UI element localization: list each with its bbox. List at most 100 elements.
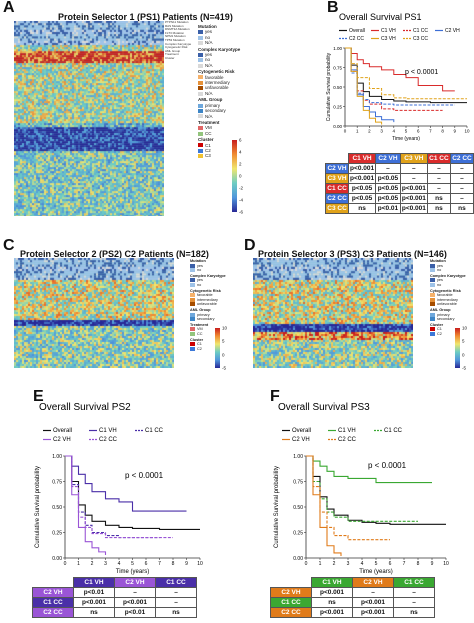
color-scale-bar: [232, 140, 237, 212]
legend-label: C1 VH: [381, 28, 396, 34]
x-tick-label: 7: [429, 129, 432, 134]
legend-item: CC: [190, 331, 230, 337]
legend-label: yes: [437, 263, 443, 268]
legend-swatch: [198, 52, 203, 57]
x-tick-label: 3: [380, 129, 383, 134]
color-scale-tick: -2: [239, 185, 244, 191]
x-tick-label: 1: [319, 561, 322, 567]
table-cell: p<0.01: [375, 203, 401, 214]
legend-label: C1 VH: [338, 428, 356, 434]
table-corner: [325, 153, 349, 164]
table-row: C2 VH p<0.001– – – –: [324, 163, 474, 174]
legend-swatch: [198, 126, 203, 131]
table-row: C1 CC p<0.05 p<0.05 p<0.001– –: [324, 183, 474, 194]
legend-item: primary: [190, 312, 230, 318]
table-cell: ns: [311, 597, 353, 608]
legend-header: Mutation: [198, 24, 217, 29]
legend-label: favorable: [205, 74, 224, 80]
y-tick-label: 0.50: [333, 85, 342, 90]
x-tick-label: 7: [403, 561, 406, 567]
legend-item: CC: [198, 131, 244, 136]
x-tick-label: 1: [356, 129, 359, 134]
legend-item: VM: [198, 125, 244, 130]
legend-swatch: [198, 30, 203, 35]
table-cell: –: [155, 587, 197, 598]
table-column-header: C1 CC: [393, 577, 435, 588]
x-tick-label: 5: [405, 129, 408, 134]
table-row-header: C2 CC: [32, 607, 74, 618]
y-tick-label: 0.50: [52, 505, 62, 511]
table-cell: p<0.01: [114, 607, 156, 618]
x-tick-label: 8: [172, 561, 175, 567]
table-cell: –: [114, 587, 156, 598]
annotation-row-label: NPM1 Mutation: [165, 34, 186, 39]
table-row-header: C1 CC: [270, 597, 312, 608]
legend-label: C3 CC: [413, 36, 428, 42]
legend-item: unfavorable: [190, 302, 230, 307]
legend-label: C2 CC: [338, 437, 357, 443]
annotation-row-label: FLT3 Mutation: [165, 30, 185, 35]
legend-item: N/A: [198, 91, 244, 96]
x-tick-label: 5: [375, 561, 378, 567]
x-tick-label: 3: [104, 561, 107, 567]
legend-label: yes: [205, 29, 213, 35]
table-cell: –: [375, 163, 401, 174]
legend-item: secondary: [190, 317, 230, 322]
legend-label: primary: [437, 312, 450, 317]
color-scale-tick: -5: [462, 365, 467, 371]
legend-label: intermediary: [205, 80, 230, 86]
legend-item: no: [430, 282, 470, 288]
survival-curve: [65, 455, 173, 539]
legend-label: N/A: [205, 113, 213, 119]
legend-item: yes: [430, 278, 470, 283]
color-scale-tick: 5: [222, 338, 225, 344]
legend-item: no: [190, 282, 230, 288]
table-cell: p<0.001: [311, 587, 353, 598]
color-scale-tick: 4: [239, 149, 242, 155]
x-tick-label: 3: [347, 561, 350, 567]
table-cell: ns: [155, 607, 197, 618]
table-cell: –: [426, 173, 451, 184]
legend-label: C1 CC: [413, 28, 428, 34]
legend-swatch: [430, 282, 435, 287]
annotation-row-label: PTPN11 Mutation: [165, 21, 189, 24]
survival-curve: [306, 455, 432, 484]
legend-swatch: [190, 317, 195, 322]
annotation-row-label: RAS Mutation: [165, 23, 184, 28]
legend-item: no: [198, 57, 244, 62]
table-row-header: C1 CC: [324, 183, 350, 194]
legend-item: intermediary: [430, 297, 470, 303]
x-tick-label: 2: [368, 129, 371, 134]
legend-label: no: [437, 268, 442, 273]
table-row: C1 CC p<0.001 p<0.001–: [32, 597, 197, 608]
legend-header: AML Group: [430, 307, 451, 312]
panel-label-d: D: [244, 237, 256, 254]
legend-label: C1 CC: [145, 428, 164, 434]
legend-item: C1: [198, 143, 244, 148]
legend-header: Complex Karyotype: [430, 273, 466, 278]
legend-swatch: [430, 293, 435, 298]
legend-label: C2 VH: [292, 437, 310, 443]
legend-header: Treatment: [190, 322, 209, 327]
legend-label: CC: [205, 130, 212, 136]
table-cell: ns: [426, 193, 451, 204]
table-cell: –: [399, 173, 428, 184]
legend-swatch: [190, 342, 195, 347]
table-row: C2 CC p<0.001 p<0.001 ns: [270, 607, 435, 618]
p-value-label: p < 0.0001: [125, 471, 164, 480]
legend-label: C1: [205, 142, 211, 148]
panel-c-title: Protein Selector 2 (PS2) C2 Patients (N=…: [20, 249, 209, 259]
panel-label-c: C: [3, 237, 15, 254]
legend-label: secondary: [205, 108, 226, 114]
legend-label: Overall: [53, 428, 72, 434]
legend-swatch: [430, 297, 435, 302]
x-axis-label: Time (years): [392, 136, 420, 142]
table-row: C3 CC ns p<0.01 p<0.001 ns ns: [324, 203, 474, 214]
y-tick-label: 0.25: [52, 530, 62, 536]
legend-swatch: [430, 278, 435, 283]
legend-label: N/A: [205, 90, 213, 96]
legend-swatch: [198, 80, 203, 85]
color-scale-tick: 0: [239, 173, 242, 179]
x-tick-label: 6: [389, 561, 392, 567]
legend-label: C3 VH: [381, 36, 396, 42]
